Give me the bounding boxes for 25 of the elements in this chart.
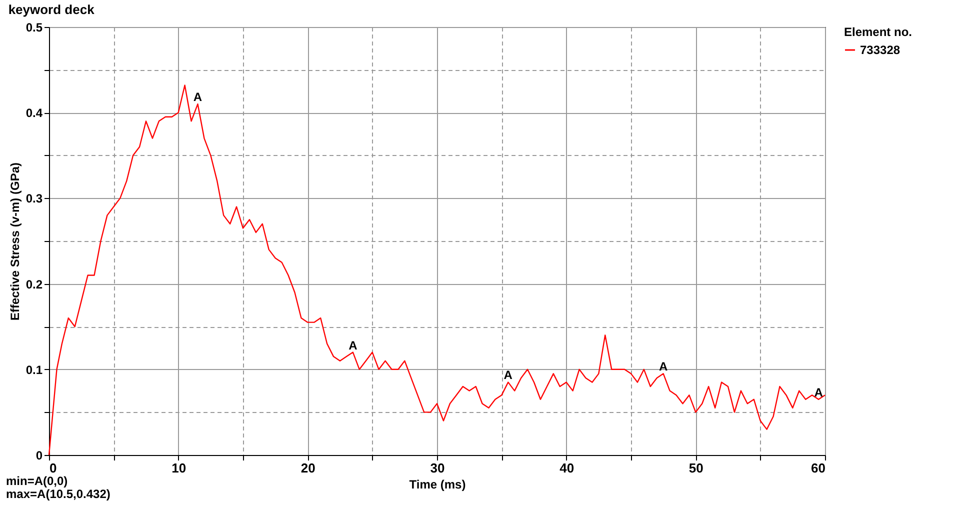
- x-tick-label: 30: [430, 460, 445, 476]
- annotation: A: [348, 338, 358, 352]
- x-tick-label: 0: [50, 460, 57, 476]
- x-tick-label: 10: [172, 460, 186, 476]
- x-tick-label: 50: [688, 460, 704, 476]
- y-tick-label: 0.3: [26, 192, 43, 206]
- chart-title: keyword deck: [8, 2, 96, 17]
- annotation: A: [658, 360, 668, 374]
- y-tick-label: 0.1: [26, 362, 43, 377]
- x-tick-label: 20: [300, 460, 316, 476]
- y-axis-title: Effective Stress (v-m) (GPa): [8, 162, 22, 321]
- text: max=A(10.5,0.432): [6, 487, 110, 501]
- annotation: A: [504, 368, 513, 382]
- x-axis-title: Time (ms): [409, 478, 466, 492]
- annotation: A: [814, 385, 824, 400]
- x-tick-label: 40: [560, 460, 574, 476]
- annotation: A: [193, 90, 202, 104]
- y-tick-label: 0.2: [26, 277, 43, 292]
- legend-label: 733328: [860, 43, 900, 57]
- y-tick-label: 0: [36, 448, 43, 462]
- x-tick-label: 60: [811, 460, 826, 476]
- y-tick-label: 0.5: [26, 20, 43, 34]
- y-tick-label: 0.4: [26, 106, 43, 120]
- text: min=A(0,0): [6, 474, 69, 488]
- legend-title: Element no.: [844, 25, 912, 39]
